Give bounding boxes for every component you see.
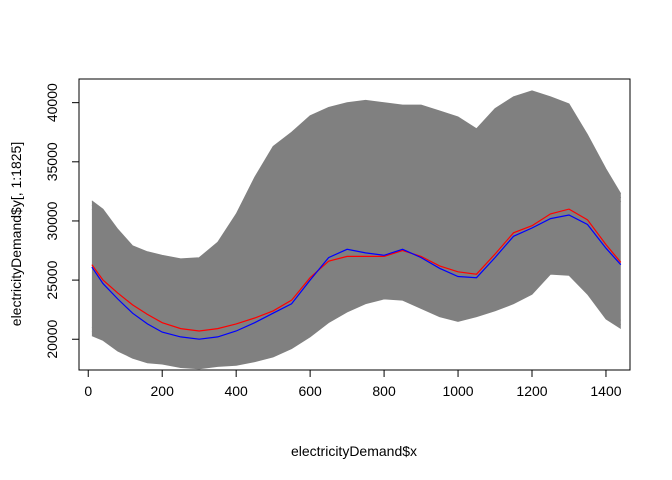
curve-band [91,90,622,370]
x-tick-label: 0 [84,383,92,399]
y-tick-label: 20000 [44,320,60,359]
upper-envelope-curve-1 [91,94,622,264]
mean-series [91,208,622,340]
x-tick-label: 1200 [516,383,547,399]
y-axis-label: electricityDemand$y[, 1:1825] [8,142,24,326]
x-tick-label: 1400 [590,383,621,399]
x-axis: 0 200 400 600 800 1000 1200 1400 [84,369,622,399]
x-tick-label: 800 [372,383,396,399]
y-axis: 20000 25000 30000 35000 40000 [44,83,80,359]
x-tick-label: 400 [224,383,248,399]
lower-envelope-curve-0 [91,273,622,370]
x-axis-label: electricityDemand$x [291,443,417,459]
x-tick-label: 600 [298,383,322,399]
x-tick-label: 200 [151,383,175,399]
y-tick-label: 35000 [44,142,60,181]
x-tick-label: 1000 [442,383,473,399]
series-line-red [91,208,622,332]
upper-envelope-curve-0 [91,90,622,260]
y-tick-label: 30000 [44,201,60,240]
y-tick-label: 40000 [44,83,60,122]
lower-envelope-curve-1 [91,269,622,366]
upper-envelope-curve-2 [91,98,622,268]
series-line-blue [91,214,622,340]
curve-band-fill [91,90,621,369]
y-tick-label: 25000 [44,260,60,299]
lower-envelope-curve-2 [91,265,622,361]
